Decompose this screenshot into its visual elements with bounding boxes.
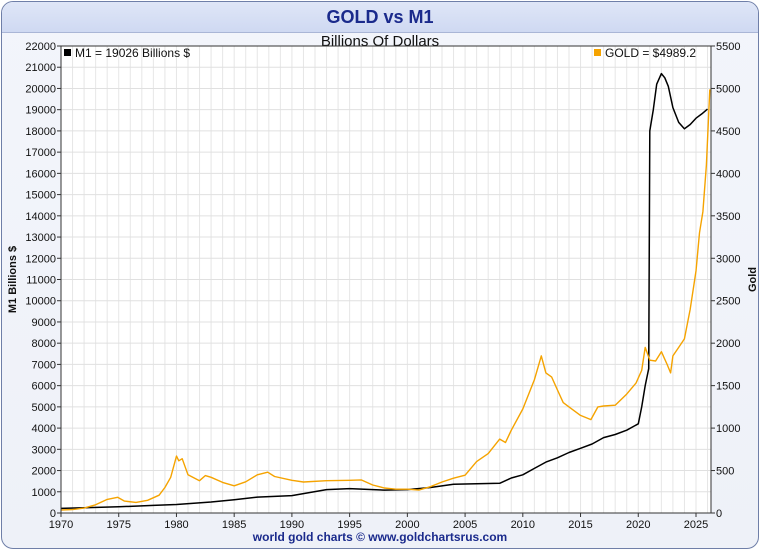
x-tick-label: 1970 [49,519,73,531]
y-left-tick-label: 2000 [32,466,56,478]
x-tick-label: 1985 [222,519,246,531]
x-tick-label: 2015 [568,519,592,531]
chart-title: GOLD vs M1 [326,7,434,27]
y-left-tick-label: 19000 [25,105,56,117]
y-left-tick-label: 13000 [25,232,56,244]
y-right-tick-label: 2000 [716,338,740,350]
y-right-tick-label: 5500 [716,41,740,53]
y-right-tick-label: 500 [716,466,734,478]
y-left-tick-label: 4000 [32,423,56,435]
y-right-tick-label: 3500 [716,211,740,223]
y-left-tick-label: 14000 [25,211,56,223]
x-tick-label: 1990 [280,519,304,531]
y-left-tick-label: 0 [50,508,56,520]
chart-footer: world gold charts © www.goldchartsrus.co… [252,530,508,544]
x-tick-label: 2010 [511,519,535,531]
x-tick-label: 2000 [395,519,419,531]
y-left-tick-label: 10000 [25,296,56,308]
y-left-tick-label: 17000 [25,147,56,159]
y-right-tick-label: 5000 [716,83,740,95]
y-right-tick-label: 4000 [716,168,740,180]
series-line-gold [60,89,711,511]
series-layer [60,72,711,511]
y-right-tick-label: 2500 [716,296,740,308]
axes: 0100020003000400050006000700080009000100… [7,41,759,531]
y-right-tick-label: 3000 [716,253,740,265]
y-left-tick-label: 1000 [32,487,56,499]
y-left-tick-label: 7000 [32,359,56,371]
y-left-tick-label: 11000 [26,275,56,287]
x-tick-label: 1975 [106,519,130,531]
plot-border [60,45,712,514]
legend-label-m1: M1 = 19026 Billions $ [75,46,190,60]
y-left-tick-label: 16000 [25,168,56,180]
x-tick-label: 2025 [684,519,708,531]
x-tick-label: 1995 [337,519,361,531]
y-left-tick-label: 6000 [32,381,56,393]
x-tick-label: 2020 [626,519,650,531]
legend: M1 = 19026 Billions $ GOLD = $4989.2 [64,46,696,60]
y-right-tick-label: 1500 [716,381,740,393]
y-left-tick-label: 18000 [25,126,56,138]
y-left-tick-label: 3000 [32,444,56,456]
title-bar: GOLD vs M1 [2,2,758,33]
y-left-tick-label: 21000 [25,62,56,74]
legend-label-gold: GOLD = $4989.2 [605,46,696,60]
y-left-axis-label: M1 Billions $ [7,246,19,313]
y-right-axis-label: Gold [747,267,759,292]
x-tick-label: 2005 [453,519,477,531]
legend-swatch-gold [594,49,601,56]
y-right-tick-label: 4500 [716,126,740,138]
y-left-tick-label: 20000 [25,83,56,95]
y-left-tick-label: 15000 [25,190,56,202]
y-left-tick-label: 12000 [25,253,56,265]
series-line-m1 [60,72,708,510]
y-right-tick-label: 1000 [716,423,740,435]
y-left-tick-label: 5000 [32,402,56,414]
y-left-tick-label: 8000 [32,338,56,350]
y-right-tick-label: 0 [716,508,722,520]
legend-swatch-m1 [64,49,71,56]
y-left-tick-label: 22000 [25,41,56,53]
y-left-tick-label: 9000 [32,317,56,329]
x-tick-label: 1980 [164,519,188,531]
